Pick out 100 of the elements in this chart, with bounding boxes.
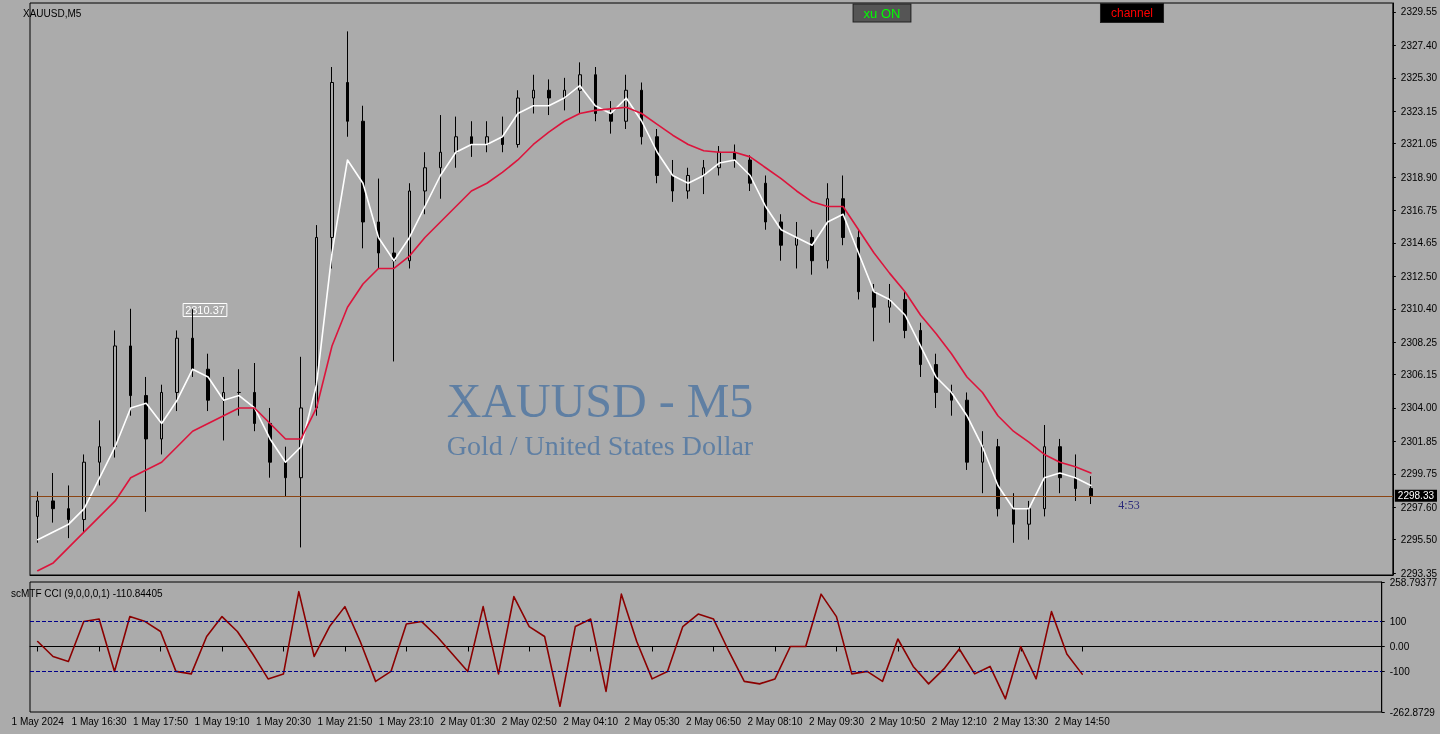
candlestick [423, 151, 427, 215]
candlestick [547, 78, 551, 116]
candlestick [439, 114, 442, 200]
candlestick [578, 61, 582, 114]
candlestick [1012, 492, 1015, 544]
chart-title: XAUUSD,M5 [23, 7, 82, 19]
y-tick-label: 2314.65 [1400, 237, 1438, 249]
y-tick-label: -100 [1389, 665, 1411, 677]
candlestick [686, 167, 690, 200]
candlestick [408, 182, 411, 269]
x-tick-label: 1 May 2024 [11, 715, 65, 727]
candlestick [1027, 500, 1031, 541]
candlestick [237, 368, 241, 417]
candlestick [981, 430, 984, 494]
x-tick-label: 1 May 16:30 [71, 715, 128, 727]
candlestick [1089, 475, 1093, 505]
y-tick-label: 2293.35 [1400, 567, 1438, 579]
y-tick-label: 2316.75 [1400, 204, 1438, 216]
candlestick [671, 159, 674, 203]
candlestick [470, 120, 473, 158]
x-tick-label: 2 May 12:10 [931, 715, 988, 727]
candlestick [826, 182, 829, 269]
candlestick [361, 105, 365, 249]
y-tick-label: 258.79377 [1389, 576, 1438, 588]
candlestick [594, 66, 597, 122]
candlestick [779, 213, 783, 262]
y-tick-label: 2329.55 [1400, 6, 1438, 18]
y-tick-label: 2325.30 [1400, 72, 1438, 84]
x-tick-label: 2 May 05:30 [624, 715, 681, 727]
candlestick [609, 100, 613, 135]
candlestick [67, 484, 70, 539]
x-tick-label: 1 May 19:10 [194, 715, 250, 727]
candlestick [113, 329, 117, 459]
y-tick-label: 2321.05 [1400, 138, 1438, 150]
candlestick [857, 229, 860, 300]
candlestick [98, 419, 101, 486]
candlestick [950, 384, 953, 417]
x-tick-label: 1 May 20:30 [255, 715, 312, 727]
y-tick-label: 2295.50 [1400, 534, 1438, 546]
candlestick [934, 353, 938, 409]
candlestick [51, 472, 55, 524]
x-tick-label: 2 May 04:10 [563, 715, 619, 727]
y-tick-label: 2310.40 [1400, 303, 1438, 315]
candlestick [129, 308, 132, 417]
y-tick-label: 2327.40 [1400, 39, 1438, 51]
y-tick-label: 100 [1389, 616, 1407, 628]
text: scMTF CCI (9,0,0,0,1) -110.84405 [11, 587, 163, 599]
candlestick [919, 322, 922, 378]
candlestick [299, 356, 303, 548]
candlestick [1043, 424, 1046, 517]
y-tick-label: 2312.50 [1400, 270, 1438, 282]
candlestick [160, 384, 163, 455]
x-tick-label: 1 May 21:50 [317, 715, 373, 727]
x-tick-label: 2 May 10:50 [870, 715, 926, 727]
candlestick [965, 391, 969, 471]
candlestick [222, 376, 225, 441]
y-tick-label: 2297.60 [1400, 501, 1438, 513]
y-tick-label: 2304.00 [1400, 402, 1438, 414]
candlestick [795, 221, 798, 269]
candlestick [640, 82, 643, 145]
candlestick [377, 178, 380, 269]
candlestick [702, 159, 705, 195]
y-tick-label: 2299.75 [1400, 468, 1438, 480]
y-tick-label: 2318.90 [1400, 171, 1438, 183]
candlestick [872, 283, 876, 342]
candlestick [82, 453, 86, 533]
x-tick-label: 2 May 14:50 [1054, 715, 1111, 727]
candlestick [253, 362, 256, 432]
candlestick [532, 74, 535, 114]
candlestick [516, 89, 520, 149]
candlestick [1058, 438, 1062, 494]
candlestick [330, 66, 334, 269]
text: channel [1110, 6, 1154, 20]
candlestick [810, 229, 814, 276]
y-tick-label: -262.8729 [1389, 706, 1436, 718]
candlestick [501, 116, 504, 153]
x-tick-label: 2 May 08:10 [747, 715, 803, 727]
x-tick-label: 1 May 17:50 [133, 715, 189, 727]
candlestick [392, 236, 396, 362]
y-tick-label: 0.00 [1389, 640, 1410, 652]
x-tick-label: 2 May 01:30 [440, 715, 496, 727]
x-tick-label: 2 May 13:30 [993, 715, 1049, 727]
candlestick [315, 224, 318, 417]
y-tick-label: 2308.25 [1400, 336, 1438, 348]
y-tick-label: 2301.85 [1400, 435, 1438, 447]
candlestick [175, 329, 179, 412]
annotation: 2310.37 [185, 304, 225, 316]
annotation: XAUUSD - M5 [446, 373, 754, 427]
candlestick [655, 128, 659, 184]
candlestick [454, 116, 458, 169]
x-tick-label: 2 May 02:50 [501, 715, 558, 727]
candlestick [563, 77, 566, 111]
y-tick-label: 2323.15 [1400, 105, 1438, 117]
candlestick [346, 30, 349, 138]
y-tick-label: 2306.15 [1400, 369, 1438, 381]
candlestick [1074, 453, 1077, 502]
candlestick [144, 376, 148, 513]
candlestick [996, 438, 1000, 517]
x-tick-label: 2 May 09:30 [808, 715, 865, 727]
candlestick [764, 174, 767, 231]
